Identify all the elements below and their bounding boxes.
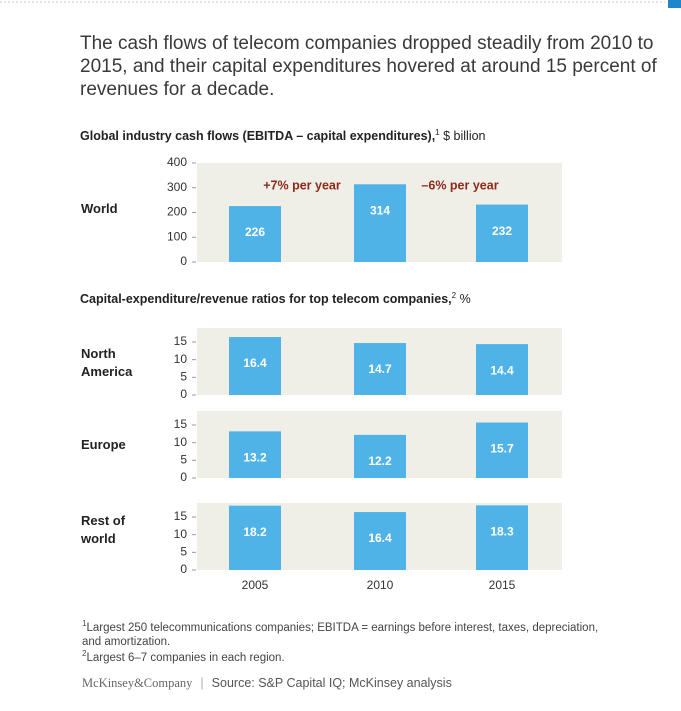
y-tick-label: 300 [167,180,187,194]
row-label: World [81,201,118,216]
bar [229,337,281,395]
bar [229,505,281,570]
bar [229,431,281,478]
value-label: 226 [245,225,265,239]
y-tick-label: 0 [180,562,187,576]
source: Source: S&P Capital IQ; McKinsey analysi… [211,676,452,690]
y-tick-label: 100 [167,229,187,243]
page-title: The cash flows of telecom companies drop… [80,33,657,100]
y-tick-label: 10 [174,435,188,449]
bar [229,206,281,262]
footnote: 1Largest 250 telecommunications companie… [82,619,599,648]
y-tick-label: 0 [180,470,187,484]
y-tick-label: 15 [174,334,188,348]
x-tick-label: 2015 [489,578,516,592]
value-label: 18.2 [243,525,267,539]
value-label: 14.7 [368,362,392,376]
value-label: 16.4 [243,356,267,370]
y-tick-label: 15 [174,417,188,431]
bar [354,184,406,262]
y-tick-label: 5 [180,370,187,384]
row-label: Europe [81,437,126,452]
footnote: 2Largest 6–7 companies in each region. [82,649,285,664]
footer: McKinsey&Company | Source: S&P Capital IQ;… [82,676,452,691]
y-tick-label: 10 [174,352,188,366]
y-tick-label: 10 [174,527,188,541]
value-label: 13.2 [243,451,267,465]
chart-title: Capital-expenditure/revenue ratios for t… [80,291,471,307]
annotation: –6% per year [421,178,498,192]
value-label: 12.2 [368,454,392,468]
bar [476,344,528,395]
value-label: 14.4 [490,363,514,377]
bar [476,204,528,262]
bar [476,505,528,570]
y-tick-label: 0 [180,254,187,268]
row-label: Rest of world [81,513,126,546]
y-tick-label: 200 [167,205,187,219]
bar [354,343,406,395]
bar [354,434,406,478]
corner-mark [668,0,681,8]
value-label: 16.4 [368,531,392,545]
brand: McKinsey&Company [82,676,193,690]
y-tick-label: 5 [180,453,187,467]
value-label: 15.7 [490,442,514,456]
x-tick-label: 2005 [242,578,269,592]
y-tick-label: 15 [174,509,188,523]
value-label: 232 [492,224,512,238]
row-label: North America [81,346,133,379]
y-tick-label: 5 [180,545,187,559]
y-tick-label: 0 [180,387,187,401]
bar [476,422,528,478]
chart-title: Global industry cash flows (EBITDA – cap… [80,128,486,144]
y-tick-label: 400 [167,155,187,169]
x-tick-label: 2010 [367,578,394,592]
separator: | [200,676,204,690]
value-label: 314 [370,203,390,217]
bar [354,512,406,570]
annotation: +7% per year [263,178,341,192]
value-label: 18.3 [490,525,514,539]
